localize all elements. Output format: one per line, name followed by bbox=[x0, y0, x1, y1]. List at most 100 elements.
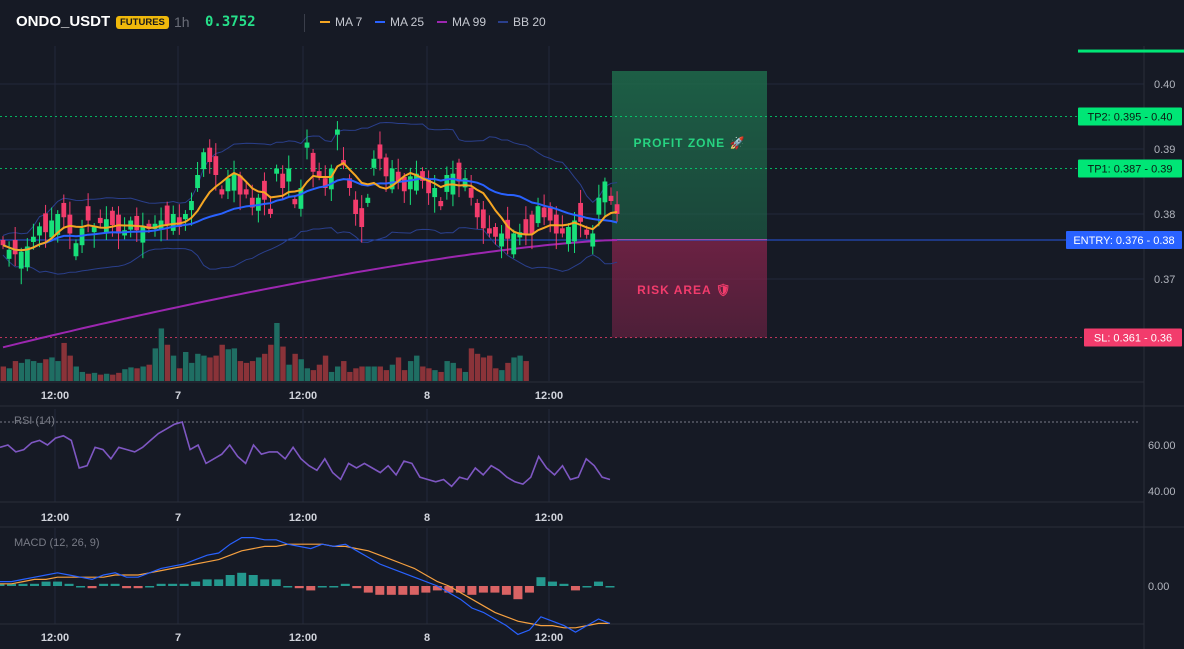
bb-lower-line bbox=[2, 227, 618, 275]
volume-bar bbox=[298, 359, 304, 381]
macd-hist-bar bbox=[99, 583, 109, 586]
macd-hist-bar bbox=[41, 581, 51, 586]
header-divider bbox=[304, 14, 305, 32]
volume-bar bbox=[152, 348, 158, 381]
macd-title: MACD (12, 26, 9) bbox=[14, 537, 100, 549]
macd-hist-bar bbox=[191, 581, 201, 586]
candle-body bbox=[43, 213, 48, 233]
candle-body bbox=[24, 246, 30, 268]
volume-bar bbox=[103, 373, 110, 381]
rsi-tick-label: 40.00 bbox=[1148, 486, 1176, 498]
candle-body bbox=[487, 228, 492, 234]
candle-body bbox=[6, 249, 12, 259]
volume-bar bbox=[456, 368, 462, 381]
legend-ma25-swatch bbox=[375, 20, 385, 23]
macd-hist-bar bbox=[524, 586, 534, 593]
volume-bar bbox=[517, 355, 523, 381]
profit-zone-label: PROFIT ZONE 🚀 bbox=[634, 136, 746, 150]
volume-bar bbox=[225, 349, 231, 381]
rsi-line bbox=[0, 421, 611, 488]
volume-bar bbox=[371, 366, 377, 381]
macd-hist-bar bbox=[501, 586, 511, 595]
macd-hist-bar bbox=[30, 583, 40, 586]
candle-body bbox=[37, 226, 42, 236]
macd-hist-bar bbox=[122, 586, 132, 589]
rsi-tick-label: 60.00 bbox=[1148, 440, 1176, 452]
candle-body bbox=[462, 178, 468, 188]
macd-hist-bar bbox=[317, 586, 327, 588]
macd-hist-bar bbox=[87, 586, 97, 589]
macd-hist-bar bbox=[7, 583, 17, 586]
candle-body bbox=[61, 202, 67, 218]
candle-body bbox=[97, 217, 103, 224]
candle-body bbox=[170, 214, 176, 231]
level-tag-label-2: ENTRY: 0.376 - 0.38 bbox=[1073, 235, 1174, 247]
volume-bar bbox=[389, 364, 396, 381]
volume-bar bbox=[432, 370, 438, 381]
candle-body bbox=[535, 206, 541, 224]
candle-body bbox=[55, 214, 61, 235]
macd-hist-bar bbox=[547, 581, 557, 586]
ma99-line bbox=[2, 239, 618, 349]
candle-body bbox=[596, 197, 602, 215]
candle-body bbox=[590, 233, 596, 247]
risk-zone[interactable] bbox=[612, 240, 767, 338]
volume-bar bbox=[49, 357, 55, 381]
macd-hist-bar bbox=[18, 583, 28, 586]
macd-hist-bar bbox=[490, 586, 500, 593]
macd-hist-bar bbox=[214, 579, 224, 586]
candle-body bbox=[499, 233, 504, 247]
macd-hist-bar bbox=[271, 579, 281, 586]
legend-bb20[interactable]: BB 20 bbox=[498, 15, 546, 29]
level-tag-bg-0[interactable] bbox=[1078, 107, 1182, 126]
volume-bar bbox=[207, 357, 213, 381]
macd-hist-bar bbox=[0, 583, 5, 586]
volume-bar bbox=[55, 361, 61, 381]
volume-bar bbox=[122, 369, 128, 381]
candle-body bbox=[511, 233, 517, 255]
volume-bar bbox=[414, 355, 420, 381]
macd-hist-bar bbox=[478, 586, 488, 593]
candle-body bbox=[572, 220, 577, 242]
macd-hist-bar bbox=[145, 586, 155, 588]
candle-body bbox=[116, 214, 121, 234]
macd-hist-bar bbox=[156, 583, 166, 586]
timeframe-label[interactable]: 1h bbox=[174, 14, 190, 30]
candle-body bbox=[426, 178, 431, 194]
volume-bar bbox=[438, 371, 444, 381]
candle-body bbox=[383, 157, 389, 177]
price-tick-label: 0.38 bbox=[1154, 209, 1175, 221]
volume-bar bbox=[164, 344, 171, 381]
candle-body bbox=[401, 176, 407, 192]
candle-body bbox=[164, 205, 170, 225]
level-tag-bg-1[interactable] bbox=[1078, 159, 1182, 178]
macd-histogram bbox=[0, 572, 615, 600]
volume-bar bbox=[37, 362, 43, 381]
legend-ma25[interactable]: MA 25 bbox=[375, 15, 424, 29]
macd-hist-bar bbox=[605, 586, 615, 588]
volume-bar bbox=[110, 374, 116, 381]
volume-bar bbox=[480, 357, 487, 381]
risk-zone-label: RISK AREA 🛡 bbox=[637, 283, 732, 297]
profit-zone[interactable] bbox=[612, 71, 767, 240]
macd-hist-bar bbox=[248, 575, 258, 586]
volume-bar bbox=[31, 361, 37, 381]
macd-hist-bar bbox=[260, 579, 270, 586]
level-tag-bg-3[interactable] bbox=[1084, 328, 1182, 347]
candle-body bbox=[189, 201, 194, 211]
legend-bb20-swatch bbox=[498, 20, 508, 23]
volume-bar bbox=[359, 366, 365, 381]
volume-bar bbox=[444, 361, 450, 381]
level-tag-bg-2[interactable] bbox=[1066, 231, 1182, 249]
legend-ma7[interactable]: MA 7 bbox=[320, 15, 362, 29]
legend-ma7-label: MA 7 bbox=[335, 15, 363, 29]
macd-hist-bar bbox=[110, 583, 120, 586]
candle-body bbox=[134, 215, 140, 231]
time-tick-label: 7 bbox=[175, 512, 181, 524]
symbol-label[interactable]: ONDO_USDT bbox=[16, 13, 111, 30]
candle-body bbox=[541, 207, 547, 218]
legend-ma99[interactable]: MA 99 bbox=[437, 15, 486, 29]
volume-bar bbox=[341, 361, 347, 381]
legend-ma25-label: MA 25 bbox=[390, 15, 425, 29]
